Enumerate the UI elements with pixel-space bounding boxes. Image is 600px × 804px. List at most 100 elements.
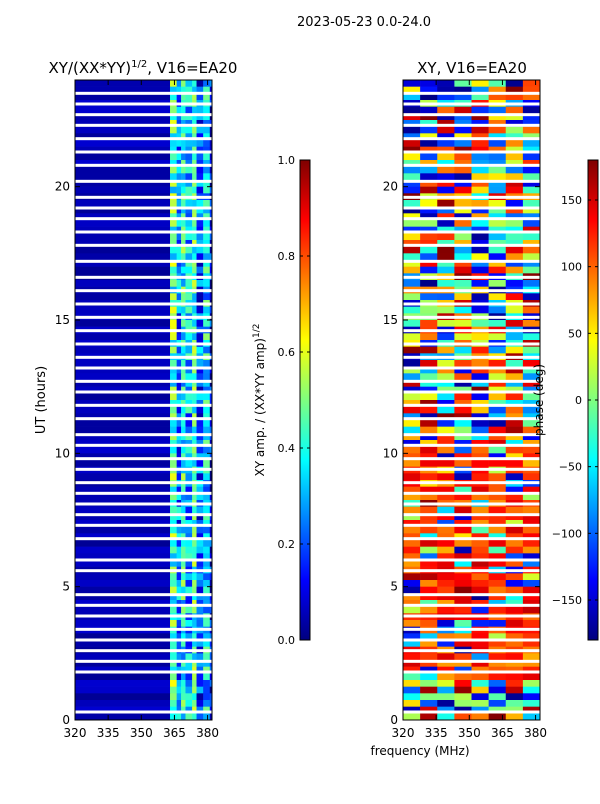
amplitude-heatmap-cell [176, 113, 182, 121]
amplitude-heatmap-cell [176, 186, 182, 194]
phase-heatmap-cell [420, 393, 438, 401]
phase-heatmap-cell [454, 600, 472, 607]
data-gap-line [403, 537, 540, 541]
amplitude-heatmap-cell [170, 260, 177, 267]
phase-heatmap-cell [471, 86, 489, 94]
amplitude-heatmap-cell [192, 180, 197, 187]
phase-heatmap-cell [420, 220, 438, 227]
phase-heatmap-cell [403, 280, 421, 287]
phase-heatmap-cell [454, 226, 472, 234]
amplitude-heatmap-cell [185, 700, 193, 707]
amplitude-heatmap-cell [170, 533, 177, 541]
phase-heatmap-cell [522, 520, 541, 527]
data-gap-line [75, 302, 212, 306]
amplitude-heatmap-cell [203, 680, 211, 687]
amplitude-heatmap-cell [176, 506, 182, 514]
phase-heatmap-cell [403, 80, 421, 87]
amplitude-heatmap-cell [75, 113, 171, 121]
phase-heatmap-cell [403, 253, 421, 261]
amplitude-heatmap-cell [192, 306, 197, 314]
data-gap-line [75, 537, 212, 541]
phase-heatmap-cell [505, 640, 524, 647]
amplitude-heatmap-cell [170, 700, 177, 707]
amplitude-heatmap-cell [185, 386, 193, 394]
phase-heatmap-cell [505, 526, 524, 534]
phase-heatmap-cell [403, 220, 421, 227]
phase-heatmap-cell [454, 660, 472, 667]
data-gap-line [75, 123, 212, 127]
phase-heatmap-cell [437, 413, 455, 421]
phase-heatmap-cell [420, 406, 438, 414]
amplitude-heatmap-cell [209, 473, 213, 481]
amplitude-heatmap-cell [176, 660, 182, 667]
amplitude-heatmap-cell [75, 386, 171, 394]
amplitude-heatmap-cell [170, 506, 177, 514]
phase-heatmap-cell [454, 166, 472, 174]
phase-heatmap-cell [522, 180, 541, 187]
phase-heatmap-cell [505, 673, 524, 681]
amplitude-heatmap-cell [185, 660, 193, 667]
amplitude-heatmap-cell [176, 80, 182, 87]
phase-heatmap-cell [403, 680, 421, 687]
phase-heatmap-cell [420, 413, 438, 421]
phase-heatmap-cell [471, 106, 489, 114]
amplitude-heatmap-cell [192, 240, 197, 247]
amplitude-heatmap-cell [203, 320, 211, 327]
amplitude-heatmap-cell [181, 366, 186, 374]
amplitude-heatmap-cell [192, 693, 197, 701]
phase-heatmap-cell [522, 346, 541, 354]
phase-heatmap-cell [522, 633, 541, 641]
phase-heatmap-cell [471, 460, 489, 467]
phase-heatmap-cell [488, 253, 507, 261]
phase-heatmap-cell [454, 173, 472, 181]
amplitude-heatmap-cell [170, 513, 177, 521]
phase-heatmap-cell [522, 226, 541, 234]
amplitude-heatmap-cell [176, 540, 182, 547]
phase-heatmap-cell [522, 540, 541, 547]
amplitude-heatmap-cell [170, 473, 177, 481]
amplitude-heatmap-cell [170, 280, 177, 287]
phase-heatmap-cell [437, 513, 455, 521]
amplitude-heatmap-cell [209, 506, 213, 514]
amplitude-heatmap-cell [203, 400, 211, 407]
amplitude-heatmap-cell [203, 246, 211, 254]
phase-heatmap-cell [454, 306, 472, 314]
phase-heatmap-cell [505, 666, 524, 674]
amplitude-heatmap-cell [181, 93, 186, 101]
amplitude-heatmap-cell [170, 486, 177, 494]
data-gap-line [75, 710, 212, 714]
phase-heatmap-cell [437, 433, 455, 441]
amplitude-heatmap-cell [176, 420, 182, 427]
phase-heatmap-cell [454, 213, 472, 221]
phase-heatmap-cell [522, 153, 541, 161]
phase-heatmap-cell [437, 686, 455, 694]
phase-heatmap-cell [420, 553, 438, 561]
phase-heatmap-cell [454, 380, 472, 387]
amplitude-heatmap-cell [181, 140, 186, 147]
phase-heatmap-cell [471, 540, 489, 547]
data-gap-line [75, 443, 212, 447]
amplitude-heatmap-cell [181, 306, 186, 314]
phase-heatmap-cell [420, 420, 438, 427]
phase-heatmap-cell [420, 186, 438, 194]
phase-heatmap-cell [403, 113, 421, 121]
data-gap-line [75, 275, 212, 279]
amplitude-heatmap-cell [196, 126, 204, 134]
amplitude-heatmap-cell [203, 573, 211, 581]
phase-heatmap-cell [454, 426, 472, 434]
phase-heatmap-cell [471, 360, 489, 367]
amplitude-heatmap-cell [170, 153, 177, 161]
amplitude-heatmap-cell [75, 373, 171, 381]
amplitude-heatmap-cell [75, 180, 171, 187]
data-gap-line [75, 113, 212, 117]
amplitude-heatmap-cell [181, 686, 186, 694]
phase-heatmap-cell [471, 513, 489, 521]
amplitude-heatmap-cell [75, 660, 171, 667]
phase-heatmap-cell [505, 580, 524, 587]
amplitude-heatmap-cell [203, 346, 211, 354]
phase-heatmap-cell [471, 133, 489, 141]
phase-heatmap-cell [437, 126, 455, 134]
amplitude-heatmap-cell [192, 413, 197, 421]
phase-heatmap-cell [403, 206, 421, 214]
amplitude-heatmap-cell [192, 406, 197, 414]
